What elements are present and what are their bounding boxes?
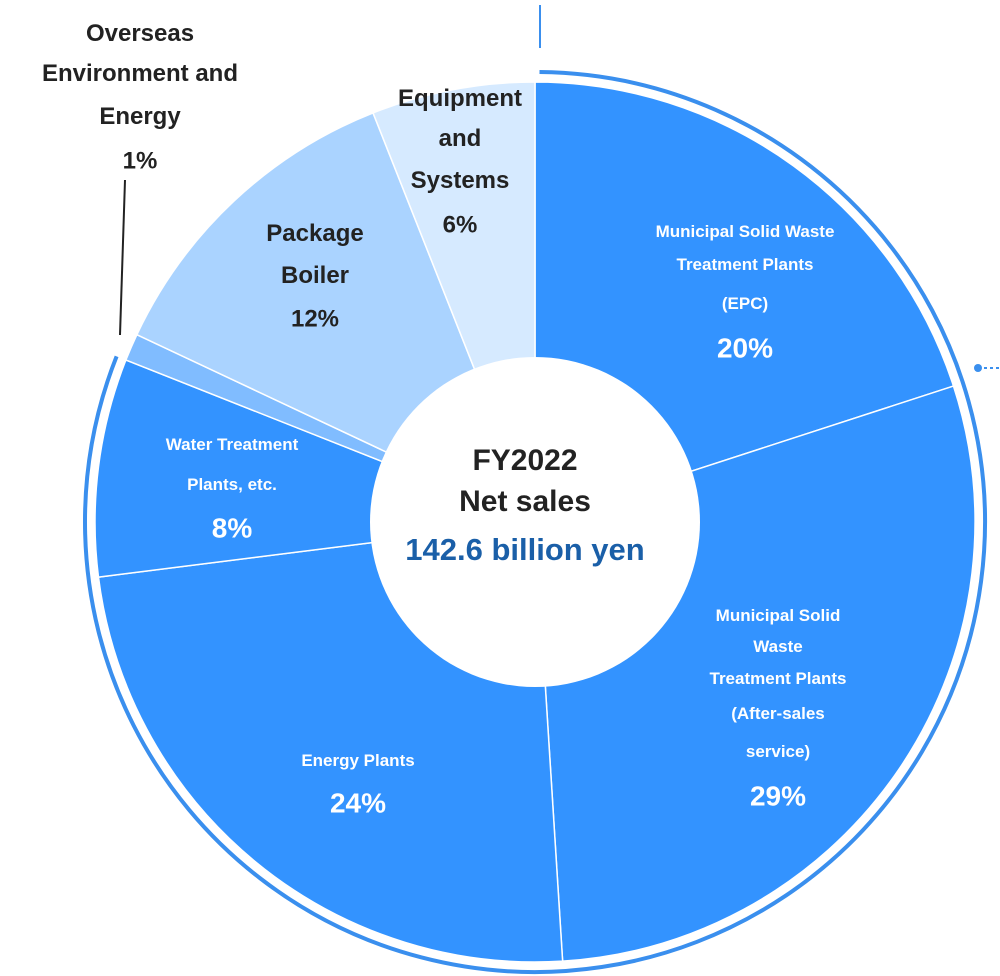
leader-line [119, 179, 126, 336]
center-hole [370, 357, 700, 687]
slice-label: Municipal Solid Waste Treatment Plants (EP… [656, 222, 835, 313]
slice-value-label: 6% [443, 211, 478, 238]
slice-value-label: 24% [330, 787, 386, 818]
outer-ring [83, 70, 987, 974]
slice-label: Water Treatment Plants, etc. [166, 435, 299, 494]
center-subtitle: Net sales [459, 485, 591, 518]
decor-dot [974, 364, 982, 372]
slice-label: Energy Plants [301, 751, 414, 770]
slice-label: Overseas Environment and Energy [42, 20, 238, 130]
slice-value-label: 12% [291, 305, 339, 332]
slice-label: Municipal Solid Waste Treatment Plants (Aft… [710, 606, 847, 761]
slice-label: Package Boiler [266, 220, 363, 289]
center-title: FY2022 [472, 444, 577, 477]
slice-label: Equipment and Systems [398, 85, 522, 194]
slice-value-label: 29% [750, 780, 806, 811]
center-total: 142.6 billion yen [405, 532, 644, 567]
slice-value-label: 1% [123, 147, 158, 174]
slice-value-label: 20% [717, 332, 773, 363]
slice-value-label: 8% [212, 512, 253, 543]
